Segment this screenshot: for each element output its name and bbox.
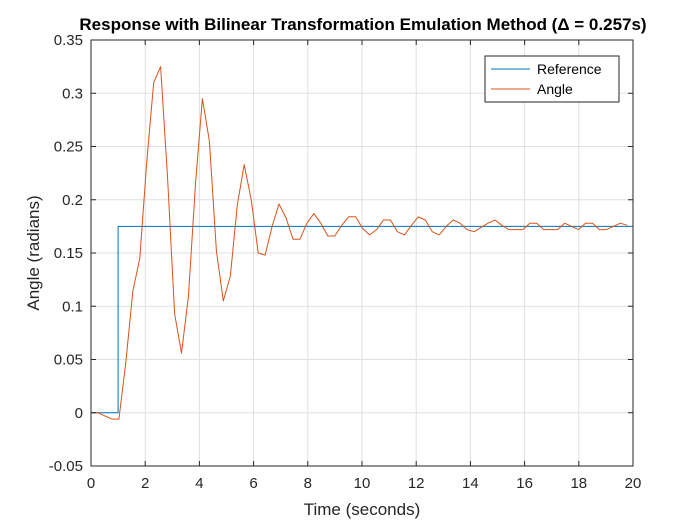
legend-entry-reference: Reference	[537, 61, 602, 77]
x-tick-label: 16	[516, 475, 533, 492]
x-tick-label: 2	[141, 475, 149, 492]
y-tick-label: 0.15	[54, 245, 83, 262]
x-tick-label: 0	[87, 475, 95, 492]
x-tick-label: 18	[570, 475, 587, 492]
legend-box	[484, 55, 620, 103]
chart-title: Response with Bilinear Transformation Em…	[79, 15, 646, 34]
x-axis-label: Time (seconds)	[304, 500, 421, 519]
x-tick-label: 20	[625, 475, 642, 492]
x-tick-label: 14	[462, 475, 479, 492]
series-line-angle	[91, 66, 628, 420]
x-tick-label: 4	[195, 475, 203, 492]
series-layer	[91, 66, 633, 420]
y-axis-label: Angle (radians)	[24, 195, 43, 310]
y-tick-label: 0.35	[54, 32, 83, 49]
x-tick-label: 8	[304, 475, 312, 492]
y-tick-label: 0	[75, 405, 83, 422]
y-tick-label: 0.1	[62, 298, 83, 315]
legend: Reference Angle	[484, 55, 620, 103]
x-tick-label: 12	[408, 475, 425, 492]
tick-labels: 0 2 4 6 8 10 12 14 16 18 20-0.0500.050.10.150.20.2…	[49, 32, 642, 492]
y-tick-label: -0.05	[49, 458, 83, 475]
ticks	[90, 39, 634, 467]
x-tick-label: 10	[354, 475, 371, 492]
y-tick-label: 0.05	[54, 352, 83, 369]
y-tick-label: 0.2	[62, 192, 83, 209]
x-tick-label: 6	[249, 475, 257, 492]
y-tick-label: 0.3	[62, 85, 83, 102]
y-tick-label: 0.25	[54, 139, 83, 156]
series-line-reference	[91, 225, 633, 414]
legend-entry-angle: Angle	[537, 81, 573, 97]
